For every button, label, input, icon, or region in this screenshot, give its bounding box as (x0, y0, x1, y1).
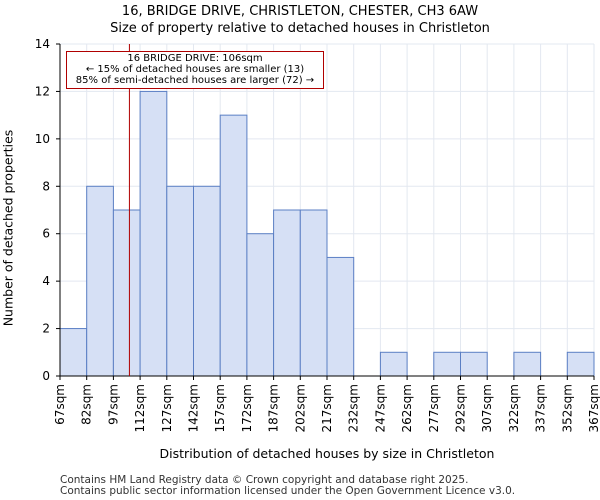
x-tick-label-202sqm: 202sqm (293, 384, 307, 432)
marker-annotation: 16 BRIDGE DRIVE: 106sqm ← 15% of detache… (66, 51, 324, 89)
bar-112sqm (139, 90, 168, 377)
x-tick-label-67sqm: 67sqm (53, 384, 67, 425)
x-tick-label-157sqm: 157sqm (213, 384, 227, 432)
y-tick-label: 12 (35, 84, 50, 98)
chart-title: 16, BRIDGE DRIVE, CHRISTLETON, CHESTER, … (121, 4, 479, 19)
x-tick-label-262sqm: 262sqm (400, 384, 414, 432)
x-axis-label: Distribution of detached houses by size … (159, 446, 495, 461)
y-tick-label: 2 (42, 322, 50, 336)
bar-292sqm (460, 351, 488, 377)
x-tick-label-97sqm: 97sqm (106, 384, 120, 425)
x-tick-label-367sqm: 367sqm (587, 384, 600, 432)
bar-82sqm (86, 185, 114, 377)
x-tick-label-112sqm: 112sqm (133, 384, 147, 432)
y-tick-label: 0 (42, 369, 50, 383)
x-tick-label-337sqm: 337sqm (534, 384, 548, 432)
x-tick-label-217sqm: 217sqm (320, 384, 334, 432)
x-tick-label-187sqm: 187sqm (267, 384, 281, 432)
bar-202sqm (299, 209, 328, 377)
bar-352sqm (566, 351, 595, 377)
annotation-line-2: ← 15% of detached houses are smaller (13… (85, 64, 305, 75)
footer-line-1: Contains HM Land Registry data © Crown c… (60, 474, 469, 486)
footer-line-2: Contains public sector information licen… (60, 485, 516, 497)
y-tick-label: 4 (42, 274, 50, 288)
x-tick-label-232sqm: 232sqm (347, 384, 361, 432)
bar-127sqm (166, 185, 195, 377)
bar-142sqm (193, 185, 221, 377)
bar-247sqm (379, 351, 408, 377)
x-tick-label-172sqm: 172sqm (240, 384, 254, 432)
bar-157sqm (219, 114, 248, 377)
x-tick-label-307sqm: 307sqm (480, 384, 494, 432)
x-tick-label-352sqm: 352sqm (560, 384, 574, 432)
x-tick-label-247sqm: 247sqm (373, 384, 387, 432)
bar-67sqm (59, 328, 88, 377)
annotation-line-1: 16 BRIDGE DRIVE: 106sqm (127, 53, 263, 64)
x-tick-label-277sqm: 277sqm (427, 384, 441, 432)
x-tick-label-82sqm: 82sqm (80, 384, 94, 425)
bar-322sqm (513, 351, 542, 377)
bar-217sqm (326, 256, 355, 377)
y-tick-label: 14 (35, 37, 50, 51)
x-tick-label-322sqm: 322sqm (507, 384, 521, 432)
bar-172sqm (246, 233, 275, 377)
y-tick-label: 6 (42, 227, 50, 241)
x-tick-label-292sqm: 292sqm (454, 384, 468, 432)
annotation-line-3: 85% of semi-detached houses are larger (… (75, 75, 315, 86)
chart-subtitle: Size of property relative to detached ho… (110, 21, 490, 36)
y-tick-label: 8 (42, 179, 50, 193)
bar-277sqm (433, 351, 461, 377)
y-tick-label: 10 (35, 132, 50, 146)
bar-187sqm (273, 209, 301, 377)
bar-97sqm (112, 209, 141, 377)
x-tick-label-127sqm: 127sqm (160, 384, 174, 432)
x-tick-label-142sqm: 142sqm (187, 384, 201, 432)
